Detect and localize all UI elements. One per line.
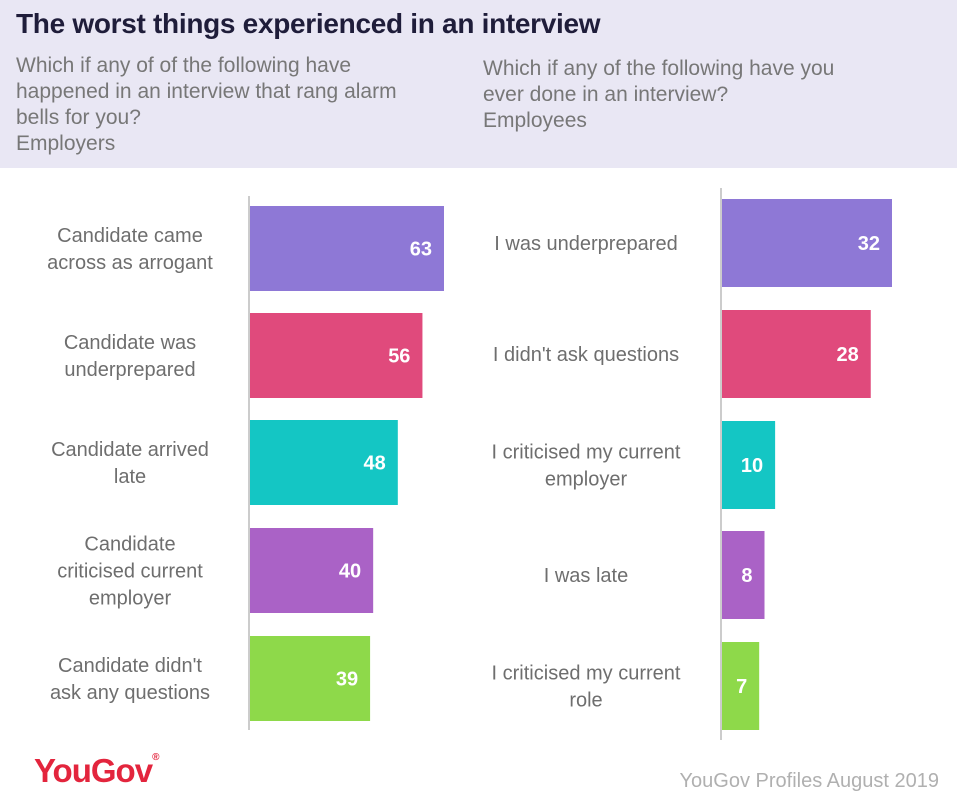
bar-value-label: 40: [339, 561, 361, 583]
bar: [722, 531, 765, 619]
category-label: employer: [89, 588, 172, 610]
bar-value-label: 39: [336, 669, 358, 691]
bar: [250, 636, 371, 721]
bar: [722, 421, 776, 509]
category-label: employer: [545, 469, 628, 491]
employees-question-line: ever done in an interview?: [483, 83, 729, 106]
category-label: role: [569, 690, 602, 712]
bar-value-label: 10: [741, 455, 763, 477]
category-label: Candidate: [84, 534, 175, 556]
category-label: late: [114, 466, 146, 488]
bar-value-label: 56: [388, 346, 410, 368]
category-label: I criticised my current: [492, 663, 681, 685]
category-label: Candidate was: [64, 332, 196, 354]
category-label: I criticised my current: [492, 442, 681, 464]
category-label: underprepared: [64, 359, 195, 381]
bar-value-label: 48: [364, 453, 386, 475]
source-note: YouGov Profiles August 2019: [679, 770, 939, 792]
category-label: I was late: [544, 565, 628, 587]
category-label: criticised current: [57, 561, 203, 583]
bar: [250, 528, 374, 613]
employers-question-line: Employers: [16, 132, 116, 155]
bar-value-label: 8: [741, 565, 752, 587]
employers-question-line: happened in an interview that rang alarm: [16, 80, 397, 103]
bar: [722, 199, 892, 287]
employers-question: Which if any of of the following have ha…: [16, 53, 466, 157]
bar-value-label: 32: [858, 233, 880, 255]
bar-value-label: 28: [837, 344, 859, 366]
employees-question-line: Which if any of the following have you: [483, 57, 835, 80]
category-label: Candidate arrived: [51, 439, 209, 461]
employers-question-line: bells for you?: [16, 106, 141, 129]
bar: [250, 206, 444, 291]
bar-value-label: 7: [736, 676, 747, 698]
employees-question-line: Employees: [483, 109, 587, 132]
header-band: The worst things experienced in an inter…: [0, 0, 957, 168]
employers-question-line: Which if any of of the following have: [16, 54, 352, 77]
bar: [722, 310, 871, 398]
category-label: ask any questions: [50, 682, 210, 704]
bar: [250, 313, 423, 398]
yougov-logo-text: YouGov: [34, 752, 153, 789]
employees-question: Which if any of the following have you e…: [483, 56, 923, 134]
bar-value-label: 63: [410, 239, 432, 261]
category-label: Candidate came: [57, 225, 203, 247]
registered-mark: ®: [152, 752, 160, 763]
chart-title: The worst things experienced in an inter…: [16, 8, 601, 39]
bar: [250, 420, 398, 505]
yougov-logo: YouGov®: [34, 752, 159, 790]
category-label: across as arrogant: [47, 252, 213, 274]
bar: [722, 642, 760, 730]
category-label: Candidate didn't: [58, 655, 202, 677]
category-label: I was underprepared: [494, 233, 677, 255]
category-label: I didn't ask questions: [493, 344, 679, 366]
